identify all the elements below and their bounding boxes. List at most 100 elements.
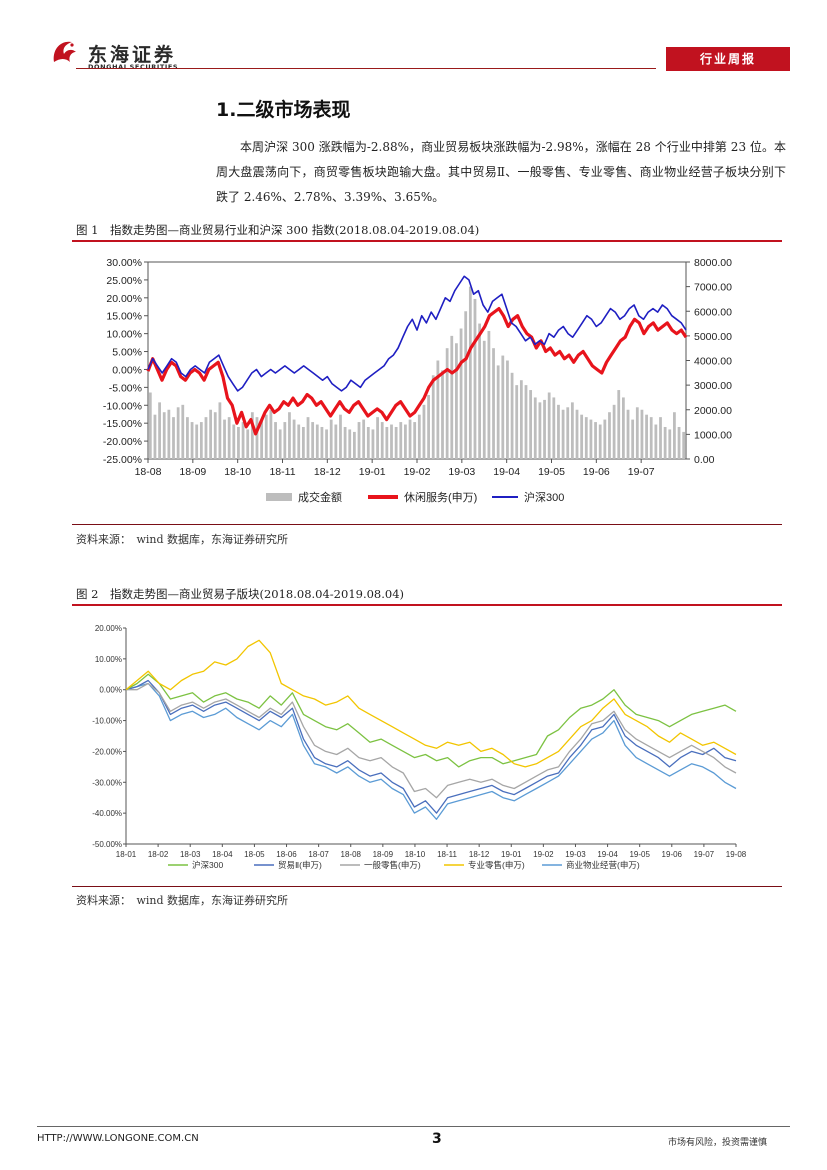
figure-1-source: 资料来源： wind 数据库，东海证券研究所 [76,533,289,546]
left-axis-tick-label: -10.00% [103,400,142,412]
left-axis-tick-label: 30.00% [106,257,142,269]
figure-2-caption: 图 2 指数走势图—商业贸易子版块(2018.08.04-2019.08.04) [76,587,405,601]
volume-bar [297,424,301,459]
x-axis-tick-label: 19-02 [404,466,431,478]
volume-bar [213,412,217,459]
figure-2-bottom-rule [72,886,782,887]
volume-bar [162,412,166,459]
figure-1-bottom-rule [72,524,782,525]
left-axis-tick-label: 15.00% [106,311,142,323]
volume-bar [464,311,468,459]
volume-bar [320,426,324,459]
volume-bar [547,392,551,459]
volume-bar [199,422,203,459]
x-axis-tick-label: 18-12 [314,466,341,478]
x-axis-tick-label: 18-11 [437,850,457,859]
figure-2-top-rule [72,604,782,606]
y-axis-tick-label: -10.00% [92,717,122,726]
x-axis-tick-label: 19-05 [538,466,565,478]
x-axis-tick-label: 19-01 [501,850,522,859]
volume-bar [612,404,616,459]
volume-bar [459,328,463,459]
volume-bar [348,429,352,459]
volume-bar [427,394,430,459]
volume-bar [668,429,672,459]
series-line-4 [125,682,737,820]
page-number: 3 [432,1131,442,1147]
volume-bar [677,426,681,459]
volume-bar [570,402,574,459]
legend-label-leisure-services: 休闲服务(申万) [404,490,477,504]
left-axis-tick-label: 10.00% [106,329,142,341]
x-axis-tick-label: 19-02 [533,850,554,859]
volume-bar [496,365,500,459]
legend-label-csi300: 沪深300 [524,490,564,504]
figure-1-chart: 30.00% 25.00% 20.00% 15.00% 10.00% 5.00% 0.00%… [103,257,732,504]
footer-url-link[interactable]: HTTP://WWW.LONGONE.COM.CN [37,1133,199,1144]
left-axis-tick-label: -25.00% [103,454,142,466]
volume-bar [352,431,356,459]
volume-bar [663,426,667,459]
volume-bar [673,412,676,459]
volume-bar [255,417,259,459]
volume-bar [422,404,426,459]
volume-bar [589,419,593,459]
volume-bar [329,419,333,459]
x-axis-tick-label: 18-10 [224,466,251,478]
right-axis-tick-label: 8000.00 [694,257,732,269]
y-axis-tick-label: -50.00% [92,840,122,849]
volume-bar [325,429,328,459]
y-axis-tick-label: -30.00% [92,778,122,787]
x-axis-tick-label: 18-04 [212,850,233,859]
volume-bar [417,414,421,459]
risk-disclaimer: 市场有风险，投资需谨慎 [668,1138,768,1148]
series-line-0 [125,673,737,768]
series-line-1 [125,679,737,814]
volume-bar [218,402,222,459]
legend-label-4: 商业物业经营(申万) [566,860,640,870]
left-axis-tick-label: -20.00% [103,436,142,448]
volume-bar [654,424,658,459]
volume-bar [371,429,375,459]
volume-bar [176,407,180,459]
right-axis-tick-label: 2000.00 [694,405,732,417]
x-axis-tick-label: 18-08 [341,850,362,859]
volume-bar [237,426,240,459]
right-axis-tick-label: 4000.00 [694,356,732,368]
volume-bar [626,409,630,459]
volume-bar [339,414,342,459]
volume-bar [269,409,273,459]
volume-bar [288,412,291,459]
volume-bar [594,422,597,459]
volume-bar [468,286,472,459]
x-axis-tick-label: 18-05 [244,850,265,859]
volume-bar [431,375,435,459]
series-line-leisure-services [146,306,688,436]
volume-bar [487,330,491,459]
x-axis-tick-label: 19-07 [694,850,715,859]
volume-bar [598,424,602,459]
x-axis-tick-label: 18-03 [180,850,201,859]
y-axis-tick-label: 20.00% [95,624,122,633]
right-axis-tick-label: 3000.00 [694,380,732,392]
x-axis-tick-label: 19-04 [597,850,618,859]
volume-bar [649,417,653,459]
series-line-3 [125,639,737,768]
left-axis-tick-label: 20.00% [106,293,142,305]
volume-bar [575,409,579,459]
volume-bar [621,397,625,459]
volume-bar [404,424,407,459]
volume-bar [232,424,236,459]
volume-bar [158,402,161,459]
volume-bar [264,414,268,459]
x-axis-tick-label: 18-02 [148,850,169,859]
y-axis-tick-label: -40.00% [92,809,122,818]
volume-bar [278,429,282,459]
x-axis-tick-label: 19-06 [662,850,683,859]
volume-bar [450,335,454,459]
volume-bar [515,385,519,459]
y-axis-tick-label: 10.00% [95,655,122,664]
x-axis-tick-label: 19-03 [448,466,475,478]
volume-bar [390,424,393,459]
volume-bar [506,360,509,459]
